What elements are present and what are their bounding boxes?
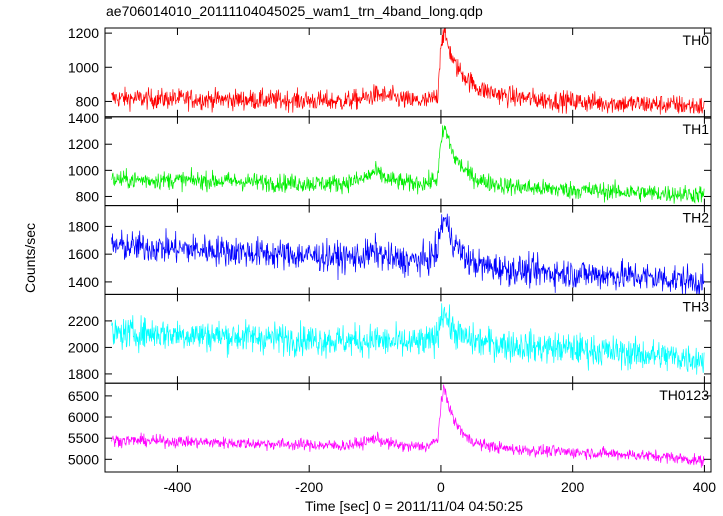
- x-axis-label: Time [sec] 0 = 2011/11/04 04:50:25: [304, 498, 524, 514]
- y-tick-label: 1800: [68, 218, 99, 234]
- x-tick-label: 200: [561, 479, 585, 495]
- y-tick-label: 5000: [68, 451, 99, 467]
- y-tick-label: 1000: [68, 162, 99, 178]
- panel-label-th1: TH1: [683, 121, 710, 137]
- panel-frame: [104, 293, 712, 384]
- y-tick-label: 6000: [68, 409, 99, 425]
- panel-label-th2: TH2: [683, 210, 710, 226]
- x-tick-label: 0: [437, 479, 445, 495]
- panel-th0: 800 1000 1200 TH0: [68, 25, 712, 118]
- x-tick-label: -200: [295, 479, 323, 495]
- panel-th3: 1800 2000 2200 TH3: [68, 293, 712, 384]
- x-tick-label: 400: [693, 479, 717, 495]
- panel-th0123: 5000 5500 6000 6500 TH0123: [68, 382, 712, 473]
- panel-label-th0: TH0: [683, 32, 710, 48]
- y-tick-label: 1400: [68, 274, 99, 290]
- chart-title: ae706014010_20111104045025_wam1_trn_4ban…: [106, 3, 483, 19]
- series-line-th1: [111, 125, 705, 204]
- panel-th2: 1400 1600 1800 TH2: [68, 205, 712, 295]
- y-tick-label: 1400: [68, 110, 99, 126]
- y-tick-label: 1000: [68, 59, 99, 75]
- x-tick-label: -400: [163, 479, 191, 495]
- panel-th1: 800 1000 1200 1400 TH1: [68, 110, 712, 207]
- panel-frame: [104, 382, 712, 473]
- y-tick-label: 2200: [68, 313, 99, 329]
- y-tick-label: 1200: [68, 136, 99, 152]
- series-line-th3: [111, 303, 705, 375]
- panel-label-th3: TH3: [683, 298, 710, 314]
- y-tick-label: 2000: [68, 339, 99, 355]
- series-line-th0: [111, 27, 705, 115]
- y-tick-label: 6500: [68, 388, 99, 404]
- y-tick-label: 1200: [68, 25, 99, 41]
- y-tick-label: 800: [76, 188, 100, 204]
- series-line-th2: [111, 213, 705, 295]
- y-tick-label: 800: [76, 93, 100, 109]
- series-line-th0123: [111, 384, 705, 468]
- panel-label-th0123: TH0123: [659, 387, 709, 403]
- y-tick-label: 5500: [68, 430, 99, 446]
- y-tick-label: 1800: [68, 366, 99, 382]
- y-tick-label: 1600: [68, 246, 99, 262]
